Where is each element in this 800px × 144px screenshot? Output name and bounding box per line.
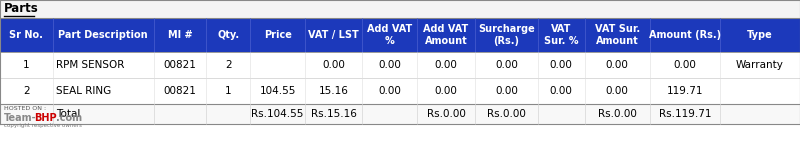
Text: .com: .com bbox=[56, 113, 82, 123]
Text: Rs.119.71: Rs.119.71 bbox=[658, 109, 711, 119]
Text: Rs.0.00: Rs.0.00 bbox=[598, 109, 637, 119]
Text: 0.00: 0.00 bbox=[495, 60, 518, 70]
Text: Add VAT
%: Add VAT % bbox=[367, 24, 412, 46]
Text: Qty.: Qty. bbox=[218, 30, 239, 40]
Text: copyright respective owners: copyright respective owners bbox=[4, 123, 82, 128]
Text: 2: 2 bbox=[23, 86, 30, 96]
Text: Part Description: Part Description bbox=[58, 30, 148, 40]
Text: 15.16: 15.16 bbox=[318, 86, 349, 96]
Text: SEAL RING: SEAL RING bbox=[56, 86, 111, 96]
Text: Surcharge
(Rs.): Surcharge (Rs.) bbox=[478, 24, 534, 46]
Bar bbox=[0, 0, 800, 18]
Text: 2: 2 bbox=[225, 60, 232, 70]
Text: 0.00: 0.00 bbox=[322, 60, 345, 70]
Text: 0.00: 0.00 bbox=[674, 60, 696, 70]
Text: 0.00: 0.00 bbox=[550, 60, 573, 70]
Text: 00821: 00821 bbox=[163, 60, 197, 70]
Text: Rs.15.16: Rs.15.16 bbox=[310, 109, 357, 119]
Text: Total: Total bbox=[56, 109, 80, 119]
Bar bbox=[0, 18, 800, 52]
Text: Team-: Team- bbox=[4, 113, 37, 123]
Text: 0.00: 0.00 bbox=[434, 60, 458, 70]
Text: 0.00: 0.00 bbox=[434, 86, 458, 96]
Bar bbox=[0, 52, 800, 78]
Text: RPM SENSOR: RPM SENSOR bbox=[56, 60, 124, 70]
Text: 1: 1 bbox=[23, 60, 30, 70]
Text: 0.00: 0.00 bbox=[378, 60, 401, 70]
Text: VAT / LST: VAT / LST bbox=[308, 30, 359, 40]
Text: VAT Sur.
Amount: VAT Sur. Amount bbox=[594, 24, 640, 46]
Text: Rs.0.00: Rs.0.00 bbox=[487, 109, 526, 119]
Text: Price: Price bbox=[264, 30, 291, 40]
Text: Warranty: Warranty bbox=[736, 60, 784, 70]
Text: BHP: BHP bbox=[34, 113, 57, 123]
Text: 0.00: 0.00 bbox=[606, 60, 629, 70]
Text: Type: Type bbox=[747, 30, 773, 40]
Text: 1: 1 bbox=[225, 86, 232, 96]
Bar bbox=[0, 104, 800, 124]
Text: 00821: 00821 bbox=[163, 86, 197, 96]
Text: MI #: MI # bbox=[168, 30, 192, 40]
Text: 0.00: 0.00 bbox=[606, 86, 629, 96]
Text: Add VAT
Amount: Add VAT Amount bbox=[423, 24, 469, 46]
Text: Rs.0.00: Rs.0.00 bbox=[426, 109, 466, 119]
Text: Sr No.: Sr No. bbox=[10, 30, 43, 40]
Text: HOSTED ON :: HOSTED ON : bbox=[4, 106, 46, 111]
Text: Parts: Parts bbox=[4, 2, 38, 16]
Text: Rs.104.55: Rs.104.55 bbox=[251, 109, 304, 119]
Text: 0.00: 0.00 bbox=[378, 86, 401, 96]
Text: Amount (Rs.): Amount (Rs.) bbox=[649, 30, 721, 40]
Text: VAT
Sur. %: VAT Sur. % bbox=[544, 24, 578, 46]
Text: 0.00: 0.00 bbox=[495, 86, 518, 96]
Text: 119.71: 119.71 bbox=[666, 86, 703, 96]
Text: 0.00: 0.00 bbox=[550, 86, 573, 96]
Text: 104.55: 104.55 bbox=[259, 86, 296, 96]
Bar bbox=[0, 78, 800, 104]
